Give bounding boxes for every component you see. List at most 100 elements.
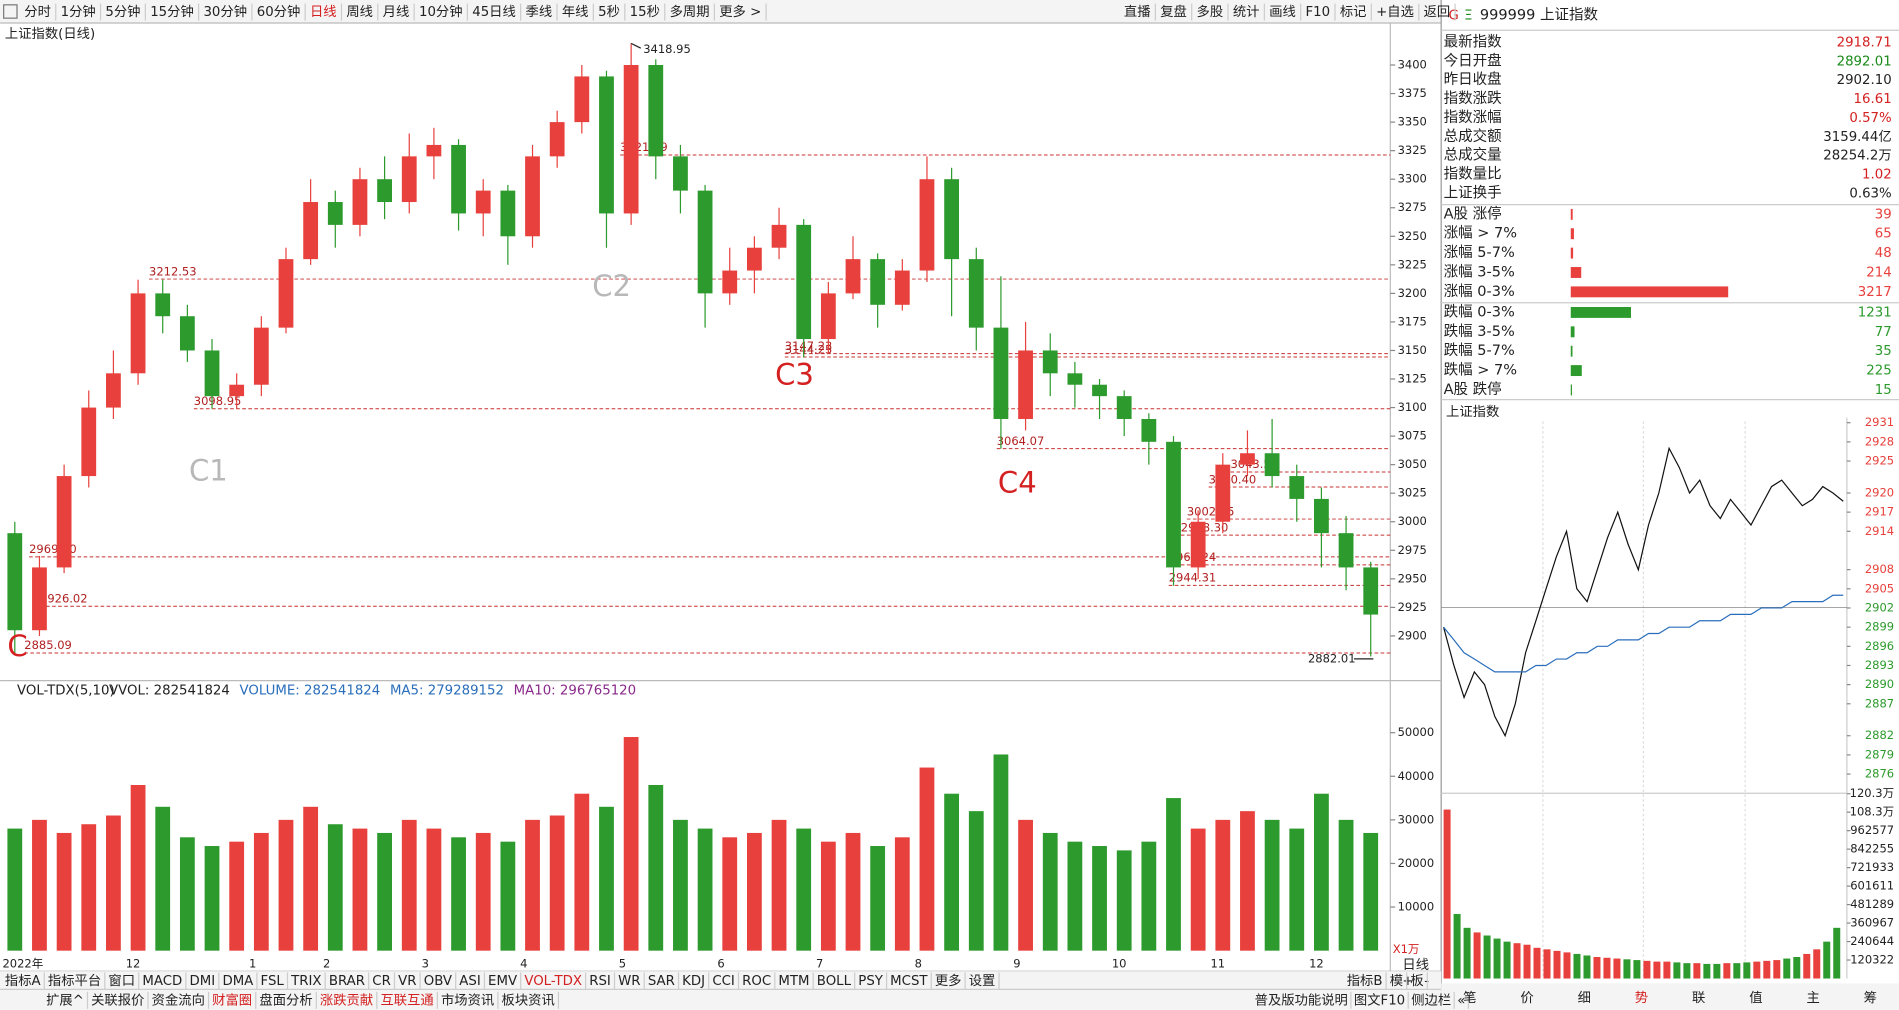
y-tick-label: 2914: [1865, 524, 1894, 538]
toolbar-button[interactable]: 统计: [1233, 4, 1260, 20]
info-tab[interactable]: 涨跌贡献: [320, 992, 373, 1008]
y-tick-label: 3175: [1398, 314, 1427, 328]
indicator-tab[interactable]: KDJ: [682, 974, 705, 989]
toolbar-button[interactable]: 画线: [1269, 4, 1296, 20]
info-tab[interactable]: 扩展^: [46, 992, 84, 1008]
indicator-tab[interactable]: OBV: [424, 974, 452, 989]
toolbar-button[interactable]: 45日线: [472, 4, 516, 20]
info-tab[interactable]: 普及版功能说明: [1255, 992, 1348, 1008]
info-tab[interactable]: 关联报价: [91, 992, 144, 1008]
wave-marker: C2: [592, 269, 631, 303]
side-tab[interactable]: 联: [1692, 990, 1705, 1006]
candle-body: [81, 407, 97, 477]
indicator-tab[interactable]: WR: [618, 974, 640, 989]
wave-marker: C3: [775, 358, 814, 392]
indicator-tab[interactable]: VOL-TDX: [524, 974, 582, 989]
indicator-tab[interactable]: 指标B: [1347, 973, 1383, 989]
y-tick-label: 2905: [1865, 581, 1894, 595]
indicator-tab[interactable]: PSY: [858, 974, 883, 989]
menu-icon[interactable]: [3, 4, 18, 19]
breadth-bar: [1570, 228, 1574, 240]
info-tab[interactable]: 市场资讯: [441, 991, 494, 1008]
info-tab[interactable]: 互联互通: [380, 992, 433, 1008]
indicator-tab[interactable]: 窗口: [108, 972, 135, 989]
intraday-volume-bar: [1573, 953, 1581, 979]
info-tab[interactable]: 侧边栏: [1411, 992, 1451, 1008]
info-tab[interactable]: 盘面分析: [259, 991, 312, 1008]
toolbar-button[interactable]: 季线: [526, 4, 553, 20]
side-tab[interactable]: 价: [1520, 991, 1533, 1006]
indicator-tab[interactable]: CR: [372, 974, 391, 989]
info-tab[interactable]: 板块资讯: [502, 992, 555, 1008]
toolbar-button[interactable]: 年线: [562, 4, 589, 20]
indicator-tab[interactable]: TRIX: [290, 974, 321, 989]
toolbar-button[interactable]: 1分钟: [61, 3, 96, 20]
indicator-tab[interactable]: BOLL: [817, 974, 852, 989]
toolbar-button[interactable]: 周线: [346, 4, 373, 20]
side-tab[interactable]: 细: [1578, 990, 1591, 1006]
y-tick-label: 108.3万: [1850, 805, 1894, 819]
volume-bar: [253, 832, 269, 951]
volume-bar: [1314, 793, 1329, 951]
indicator-tab[interactable]: RSI: [589, 974, 611, 989]
side-tab[interactable]: 筹: [1864, 989, 1877, 1006]
info-tab[interactable]: 图文F10: [1354, 992, 1405, 1008]
volume-bar: [56, 832, 72, 951]
quote-icon[interactable]: G: [1448, 9, 1458, 24]
side-tab[interactable]: 值: [1749, 990, 1762, 1006]
toolbar-button[interactable]: 15分钟: [150, 3, 194, 20]
toolbar-button[interactable]: 多周期: [670, 3, 710, 20]
side-tab[interactable]: 势: [1635, 990, 1648, 1006]
toolbar-button[interactable]: 复盘: [1160, 3, 1187, 20]
side-tab[interactable]: 主: [1806, 990, 1819, 1006]
indicator-tab[interactable]: 指标平台: [48, 973, 101, 989]
info-tab[interactable]: 财富圈: [212, 991, 252, 1008]
indicator-tab[interactable]: 模: [1390, 973, 1403, 989]
toolbar-button[interactable]: 返回: [1424, 4, 1451, 20]
indicator-tab[interactable]: 板: [1410, 973, 1423, 989]
y-tick-label: 721933: [1850, 860, 1894, 874]
indicator-tab[interactable]: BRAR: [329, 974, 365, 989]
toolbar-button[interactable]: 30分钟: [203, 3, 247, 20]
quote-icon[interactable]: Ξ: [1464, 9, 1472, 24]
y-tick-label: 3100: [1398, 400, 1427, 414]
x-tick-label: 3: [422, 956, 429, 970]
indicator-tab[interactable]: ROC: [742, 974, 771, 989]
volume-bar: [327, 824, 343, 951]
toolbar-button[interactable]: 分时: [24, 4, 51, 20]
toolbar-button[interactable]: 月线: [383, 4, 410, 20]
indicator-tab[interactable]: VR: [398, 974, 416, 989]
toolbar-button[interactable]: 60分钟: [257, 3, 301, 20]
toolbar-button[interactable]: 5秒: [598, 4, 620, 20]
toolbar-button[interactable]: 日线: [310, 4, 337, 20]
indicator-tab[interactable]: 指标A: [5, 973, 41, 989]
toolbar-button[interactable]: 更多 >: [719, 3, 761, 20]
toolbar-button[interactable]: 直播: [1124, 4, 1151, 20]
indicator-tab[interactable]: DMI: [190, 974, 216, 989]
indicator-tab[interactable]: DMA: [222, 974, 253, 989]
indicator-tab[interactable]: MTM: [778, 974, 809, 989]
zoom-in[interactable]: +: [1402, 974, 1413, 989]
indicator-tab[interactable]: 更多: [935, 972, 962, 989]
toolbar-button[interactable]: 5分钟: [105, 3, 140, 20]
volume-bar: [894, 837, 910, 951]
toolbar-button[interactable]: 标记: [1340, 4, 1367, 20]
intraday-volume-bar: [1533, 947, 1541, 979]
side-tab[interactable]: 笔: [1463, 990, 1476, 1006]
toolbar-button[interactable]: 10分钟: [419, 3, 463, 20]
indicator-tab[interactable]: ASI: [459, 974, 480, 989]
toolbar-button[interactable]: +自选: [1376, 4, 1414, 20]
toolbar-button[interactable]: 15秒: [630, 4, 660, 20]
indicator-tab[interactable]: SAR: [648, 974, 675, 989]
indicator-tab[interactable]: 设置: [969, 973, 996, 989]
indicator-tab[interactable]: FSL: [261, 974, 285, 989]
toolbar-button[interactable]: F10: [1306, 5, 1331, 20]
indicator-tab[interactable]: MACD: [142, 974, 182, 989]
intraday-volume-bar: [1503, 941, 1511, 979]
indicator-tab[interactable]: EMV: [488, 974, 517, 989]
info-tab[interactable]: «: [1457, 993, 1465, 1008]
info-tab[interactable]: 资金流向: [152, 992, 205, 1008]
toolbar-button[interactable]: 多股: [1197, 3, 1224, 20]
indicator-tab[interactable]: CCI: [712, 974, 735, 989]
indicator-tab[interactable]: MCST: [890, 974, 928, 989]
